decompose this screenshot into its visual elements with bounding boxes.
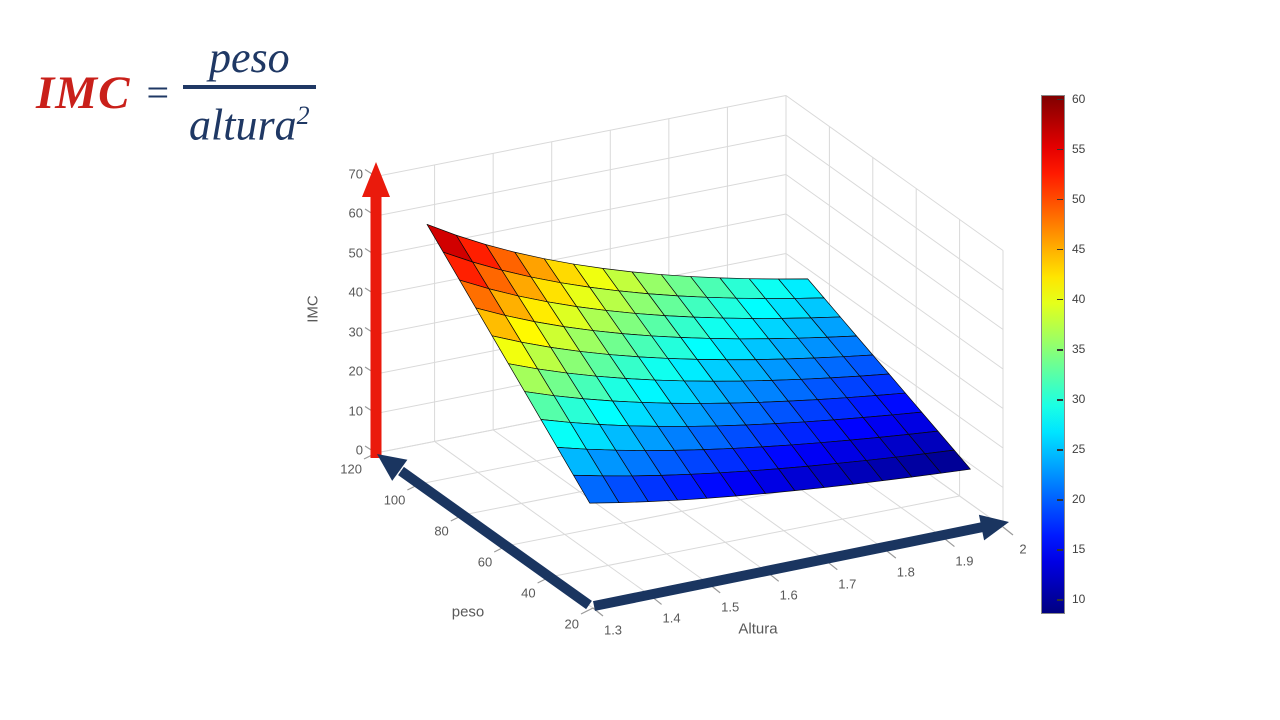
grid-line — [785, 213, 1004, 370]
grid-line — [785, 134, 1004, 291]
colorbar-tick-mark — [1057, 298, 1063, 301]
y-axis-arrowhead — [377, 454, 408, 481]
formula-denominator: altura2 — [189, 100, 310, 150]
x-axis-arrowhead — [978, 514, 1009, 541]
colorbar-tick-label: 15 — [1072, 542, 1086, 557]
x-tick-label: 2 — [1019, 541, 1027, 557]
y-tick-label: 120 — [340, 461, 362, 477]
x-tick-label: 1.4 — [662, 610, 681, 626]
z-tick-label: 40 — [348, 284, 363, 300]
colorbar-tick-label: 20 — [1072, 492, 1086, 507]
z-tick-label: 30 — [348, 324, 363, 339]
y-tick-label: 100 — [383, 492, 406, 508]
z-axis-arrowhead — [362, 162, 390, 197]
grid-line — [492, 429, 711, 586]
y-tick-label: 60 — [477, 554, 493, 570]
grid-line — [375, 213, 787, 296]
y-tick-label: 20 — [564, 616, 579, 632]
colorbar-tick-mark — [1057, 399, 1063, 401]
grid-line — [434, 441, 652, 597]
grid-line — [592, 607, 604, 617]
colorbar-tick-mark — [1057, 599, 1063, 601]
x-tick-label: 1.6 — [779, 587, 798, 603]
colorbar-tick-label: 40 — [1072, 291, 1086, 306]
z-tick-label: 20 — [348, 363, 363, 379]
grid-line — [375, 134, 787, 217]
colorbar-tick-label: 60 — [1072, 91, 1086, 106]
x-tick-label: 1.7 — [838, 576, 857, 592]
colorbar-tick-label: 25 — [1072, 442, 1086, 457]
colorbar-tick-mark — [1057, 98, 1063, 101]
x-tick-label: 1.8 — [896, 564, 915, 580]
z-tick-label: 10 — [348, 403, 363, 418]
z-tick-label: 60 — [348, 205, 363, 221]
x-tick-label: 1.3 — [603, 622, 623, 638]
colorbar-tick-mark — [1057, 148, 1063, 151]
grid-line — [580, 607, 594, 615]
colorbar-tick-label: 35 — [1072, 342, 1086, 357]
formula: IMC = peso altura2 — [36, 34, 316, 151]
grid-line — [549, 495, 960, 578]
colorbar-tick-label: 45 — [1072, 241, 1086, 256]
colorbar-tick-mark — [1057, 499, 1063, 501]
y-tick-label: 40 — [521, 585, 536, 601]
colorbar-tick-mark — [1057, 449, 1063, 451]
colorbar-tick-mark — [1057, 349, 1063, 351]
formula-numerator: peso — [208, 33, 290, 82]
formula-fraction: peso altura2 — [183, 34, 316, 151]
z-tick-label: 0 — [355, 442, 363, 458]
colorbar-tick-label: 55 — [1072, 141, 1086, 156]
z-tick-label: 50 — [348, 245, 363, 260]
fraction-bar — [183, 85, 316, 89]
z-axis-arrow — [370, 193, 382, 458]
colorbar-tick-label: 30 — [1072, 392, 1086, 407]
y-tick-label: 80 — [434, 523, 449, 539]
x-axis-arrow — [593, 522, 984, 611]
colorbar-tick-label: 10 — [1072, 592, 1086, 607]
grid-line — [375, 174, 787, 256]
surface-face — [573, 474, 620, 504]
colorbar-tick-mark — [1057, 549, 1063, 551]
grid-line — [1002, 526, 1014, 536]
colorbar-tick-label: 50 — [1072, 191, 1086, 206]
formula-equals: = — [146, 70, 169, 116]
colorbar-tick-mark — [1057, 248, 1063, 251]
y-axis-title: peso — [451, 603, 485, 621]
x-tick-label: 1.5 — [721, 599, 740, 615]
colorbar — [1041, 95, 1065, 614]
y-axis-arrow — [398, 466, 592, 610]
grid-line — [785, 253, 1004, 409]
z-axis-title: IMC — [304, 295, 322, 323]
colorbar-tick-mark — [1057, 198, 1063, 201]
grid-line — [785, 95, 1004, 251]
x-axis-title: Altura — [738, 620, 778, 638]
grid-line — [944, 538, 955, 548]
grid-line — [375, 95, 787, 177]
z-tick-label: 70 — [348, 166, 363, 181]
formula-lhs: IMC — [36, 66, 131, 119]
x-tick-label: 1.9 — [955, 553, 974, 569]
grid-line — [785, 174, 1004, 330]
